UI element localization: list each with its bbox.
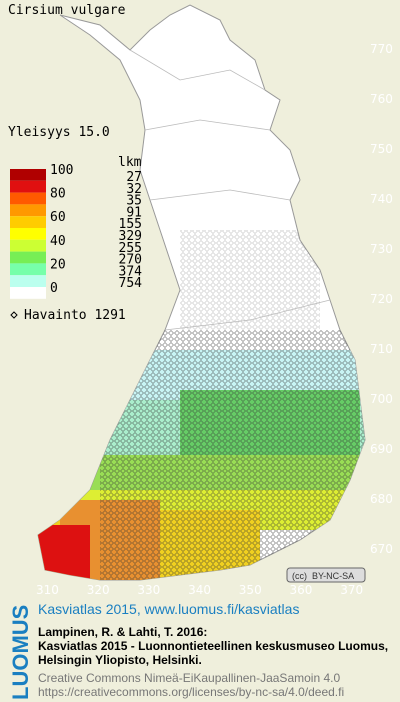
legend-swatch [10, 251, 46, 264]
legend-swatch [10, 204, 46, 217]
municipal-borders [129, 49, 331, 331]
easting-label: 370 [340, 583, 363, 597]
citation: Lampinen, R. & Lahti, T. 2016: [38, 625, 207, 639]
legend-count: 91 [126, 205, 142, 220]
legend-count: 32 [126, 182, 142, 197]
northing-label: 710 [370, 342, 393, 356]
license-url[interactable]: https://creativecommons.org/licenses/by-… [38, 685, 344, 699]
legend-swatch [10, 216, 46, 228]
northing-label: 670 [370, 542, 393, 556]
legend-label: 0 [50, 281, 58, 296]
observation-symbol [10, 311, 18, 319]
legend-label: 40 [50, 234, 66, 249]
license-text: Creative Commons Nimeä-EiKaupallinen-Jaa… [38, 671, 340, 685]
easting-label: 320 [87, 583, 110, 597]
headline[interactable]: Kasviatlas 2015, www.luomus.fi/kasviatla… [38, 601, 299, 617]
northing-label: 700 [370, 392, 393, 406]
legend-count: 255 [119, 241, 142, 256]
northing-label: 690 [370, 442, 393, 456]
count-heading: lkm [118, 155, 142, 170]
citation: Helsingin Yliopisto, Helsinki. [38, 653, 202, 667]
frequency: Yleisyys 15.0 [8, 125, 110, 140]
legend-swatch [10, 180, 46, 193]
license-badge-text: BY-NC-SA [312, 571, 354, 581]
easting-label: 310 [36, 583, 59, 597]
northing-label: 750 [370, 142, 393, 156]
easting-label: 360 [290, 583, 313, 597]
legend-label: 60 [50, 210, 66, 225]
easting-label: 340 [188, 583, 211, 597]
legend-count: 27 [126, 170, 142, 185]
legend-count: 270 [119, 253, 142, 268]
legend-count: 35 [126, 194, 142, 209]
legend-count: 754 [119, 276, 143, 291]
legend-swatch [10, 192, 46, 205]
legend-swatch [10, 275, 46, 287]
easting-label: 350 [239, 583, 262, 597]
legend-label: 100 [50, 163, 73, 178]
easting-label: 330 [137, 583, 160, 597]
legend-count: 155 [119, 217, 142, 232]
northing-label: 730 [370, 242, 393, 256]
legend-label: 20 [50, 257, 66, 272]
legend-swatch [10, 169, 46, 181]
distribution-layer [38, 230, 365, 580]
license-badge [286, 567, 366, 583]
legend-count: 329 [119, 229, 142, 244]
northing-label: 760 [370, 92, 393, 106]
legend-swatch [10, 239, 46, 252]
legend-count: 374 [119, 264, 143, 279]
northing-label: 740 [370, 192, 393, 206]
northing-label: 720 [370, 292, 393, 306]
legend-swatch [10, 228, 46, 240]
species-title: Cirsium vulgare [8, 3, 126, 18]
northing-label: 680 [370, 492, 393, 506]
northing-label: 770 [370, 42, 393, 56]
legend-label: 80 [50, 187, 66, 202]
cc-icon: (cc) [292, 571, 307, 581]
legend-swatch [10, 263, 46, 276]
logo: LUOMUS [8, 605, 33, 700]
citation: Kasviatlas 2015 - Luonnontieteellinen ke… [38, 639, 388, 653]
observation-count: Havainto 1291 [24, 308, 126, 323]
legend-swatch [10, 287, 46, 299]
